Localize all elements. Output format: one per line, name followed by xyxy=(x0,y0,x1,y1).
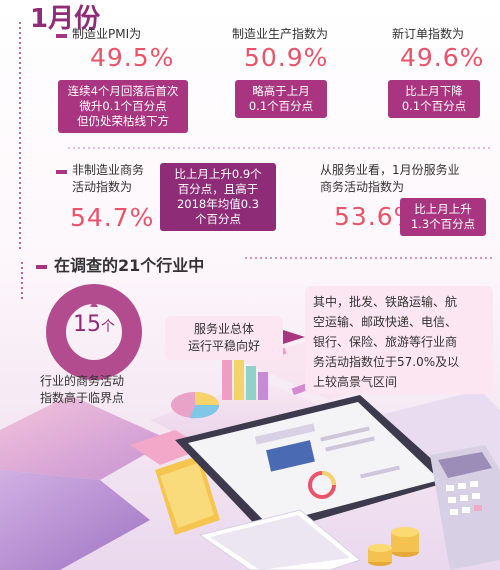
note-line: 0.1个百分点 xyxy=(401,99,467,113)
stat-note: 略高于上月 0.1个百分点 xyxy=(235,80,327,118)
donut-caption: 行业的商务活动 指数高于临界点 xyxy=(40,373,124,407)
note-line: 比上月上升 xyxy=(414,202,472,216)
stat-label: 制造业PMI为 xyxy=(72,27,142,41)
note-line: 略高于上月 xyxy=(252,84,310,98)
label-line: 非制造业商务 xyxy=(72,163,145,177)
stat-note: 比上月上升0.9个 百分点，且高于 2018年均值0.3 个百分点 xyxy=(160,163,276,231)
note-line: 微升0.1个百分点 xyxy=(79,99,167,113)
pie-chart-icon xyxy=(171,392,220,419)
note-line: 但仍处荣枯线下方 xyxy=(77,114,169,128)
note-line: 个百分点 xyxy=(195,212,241,226)
detail-line: 其中，批发、铁路运输、航 xyxy=(313,295,458,309)
stat-value: 54.7% xyxy=(70,203,155,232)
donut-number: 15 xyxy=(73,312,101,337)
note-line: 百分点，且高于 xyxy=(177,182,259,196)
note-line: 比上月下降 xyxy=(405,84,463,98)
label-line: 从服务业看，1月份服务业 xyxy=(320,163,460,177)
triangle-marker xyxy=(90,300,98,307)
stat-value: 50.9% xyxy=(244,43,329,72)
note-line: 0.1个百分点 xyxy=(248,99,314,113)
detail-line: 上较高景气区间 xyxy=(313,375,398,389)
stat-value: 49.5% xyxy=(90,43,175,72)
bullet-marker xyxy=(56,170,67,174)
tablet-illustration xyxy=(175,395,455,535)
label-line: 商务活动指数为 xyxy=(320,180,405,194)
label-line: 活动指数为 xyxy=(72,180,133,194)
note-line: 2018年均值0.3 xyxy=(176,197,260,211)
stat-label: 制造业生产指数为 xyxy=(232,27,329,41)
stat-label: 从服务业看，1月份服务业 商务活动指数为 xyxy=(320,162,460,196)
bubble-line: 服务业总体 xyxy=(193,322,254,336)
stat-note: 比上月下降 0.1个百分点 xyxy=(388,80,480,118)
bullet-marker xyxy=(56,34,67,38)
detail-box: 其中，批发、铁路运输、航 空运输、邮政快递、电信、 银行、保险、旅游等行业商 务… xyxy=(305,286,493,394)
caption-line: 指数高于临界点 xyxy=(40,391,125,405)
donut-chart xyxy=(46,284,142,380)
arrow-icon xyxy=(283,330,305,344)
bullet-marker xyxy=(36,265,47,269)
stat-value: 49.6% xyxy=(400,43,485,72)
donut-unit: 个 xyxy=(101,319,115,335)
service-bubble: 服务业总体 运行平稳向好 xyxy=(165,316,283,360)
note-line: 比上月上升0.9个 xyxy=(174,167,262,181)
section-heading: 在调查的21个行业中 xyxy=(54,256,205,275)
detail-line: 银行、保险、旅游等行业商 xyxy=(313,335,458,349)
stat-label: 非制造业商务 活动指数为 xyxy=(72,162,144,196)
page-title: 1月份 xyxy=(30,4,101,34)
note-line: 1.3个百分点 xyxy=(410,217,476,231)
donut-number-group: 15个 xyxy=(62,312,126,337)
detail-line: 空运输、邮政快递、电信、 xyxy=(313,315,458,329)
bubble-line: 运行平稳向好 xyxy=(187,339,260,353)
note-line: 连续4个月回落后首次 xyxy=(67,84,179,98)
donut-ring xyxy=(46,284,142,380)
caption-line: 行业的商务活动 xyxy=(40,374,125,388)
calculator-illustration xyxy=(430,445,500,570)
bar-chart-icon xyxy=(222,352,268,400)
stat-label: 新订单指数为 xyxy=(392,27,465,41)
stat-note: 连续4个月回落后首次 微升0.1个百分点 但仍处荣枯线下方 xyxy=(58,80,188,133)
detail-line: 务活动指数位于57.0%及以 xyxy=(313,355,460,369)
stat-note: 比上月上升 1.3个百分点 xyxy=(400,198,486,236)
coin-stack-icon xyxy=(368,527,419,566)
keyboard-illustration xyxy=(198,509,362,570)
